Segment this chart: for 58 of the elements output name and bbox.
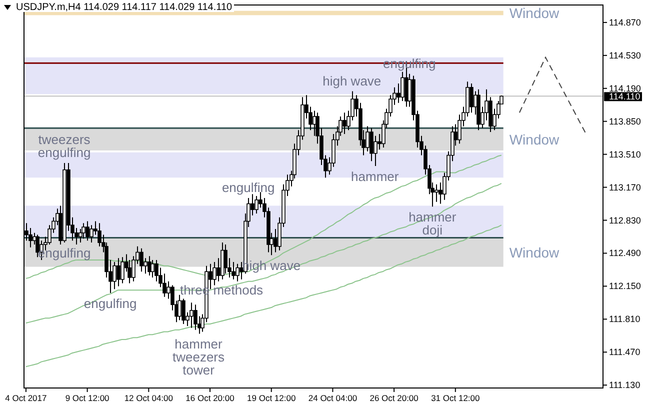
candlestick (400, 71, 404, 102)
candlestick (366, 126, 370, 152)
candlestick (434, 184, 438, 202)
y-tick-label: 112.150 (609, 281, 641, 292)
y-tick-label: 114.870 (609, 17, 641, 28)
y-tick-label: 112.830 (609, 215, 641, 226)
x-tick-label: 24 Oct 04:00 (308, 393, 358, 403)
y-tick-label: 113.170 (609, 182, 641, 192)
candlestick (194, 304, 198, 330)
x-tick-label: 4 Oct 2017 (5, 393, 48, 403)
candlestick (178, 294, 182, 321)
band-label: Window (509, 244, 560, 260)
candlestick (212, 261, 216, 286)
candlestick (224, 244, 228, 274)
x-tick-label: 9 Oct 12:00 (65, 393, 110, 403)
annotation: engulfing (222, 180, 275, 195)
annotation: high wave (322, 73, 382, 88)
y-tick-label: 111.810 (609, 314, 640, 324)
y-tick-label: 111.130 (609, 380, 640, 390)
candlestick (342, 112, 346, 134)
x-tick-label: 19 Oct 12:00 (247, 393, 296, 403)
x-tick-label: 31 Oct 12:00 (431, 393, 480, 403)
y-tick-label: 114.190 (609, 83, 641, 94)
band-label: Window (509, 131, 560, 148)
candlestick (140, 248, 144, 272)
candlestick (112, 261, 116, 290)
chart-title: USDJPY.m,H4 114.029 114.117 114.029 114.110 (16, 2, 233, 13)
annotation: hammer tweezers tower (172, 336, 226, 378)
candlestick (36, 234, 40, 258)
candlestick (82, 222, 86, 240)
band-label: Window (509, 5, 560, 21)
candlestick (254, 196, 258, 214)
x-tick-label: 12 Oct 04:00 (124, 393, 174, 403)
x-tick-label: 26 Oct 20:00 (370, 393, 419, 403)
line-series (25, 182, 502, 324)
candlestick (374, 135, 378, 166)
candlestick (90, 224, 94, 244)
annotation: tweezers engulfing (38, 132, 91, 160)
candlestick (232, 261, 236, 280)
candlestick (370, 128, 374, 162)
y-tick-label: 113.510 (609, 149, 641, 160)
line-series (25, 224, 502, 368)
annotation: engulfing (84, 296, 137, 311)
y-tick-label: 114.530 (609, 50, 641, 60)
candlestick (236, 263, 240, 282)
candlestick (150, 260, 154, 278)
y-tick-label: 113.850 (609, 116, 641, 126)
candlestick (470, 83, 474, 114)
candlestick (190, 302, 194, 328)
x-tick-label: 16 Oct 20:00 (186, 393, 235, 403)
y-tick-label: 112.490 (609, 248, 641, 258)
annotation: hammer (351, 168, 400, 184)
y-tick-label: 111.470 (609, 347, 640, 358)
candlestick (120, 256, 124, 284)
candlestick (116, 258, 120, 287)
ref-line-label: 114.110 (609, 91, 640, 102)
candlestick (86, 220, 90, 242)
candlestick (182, 298, 186, 325)
